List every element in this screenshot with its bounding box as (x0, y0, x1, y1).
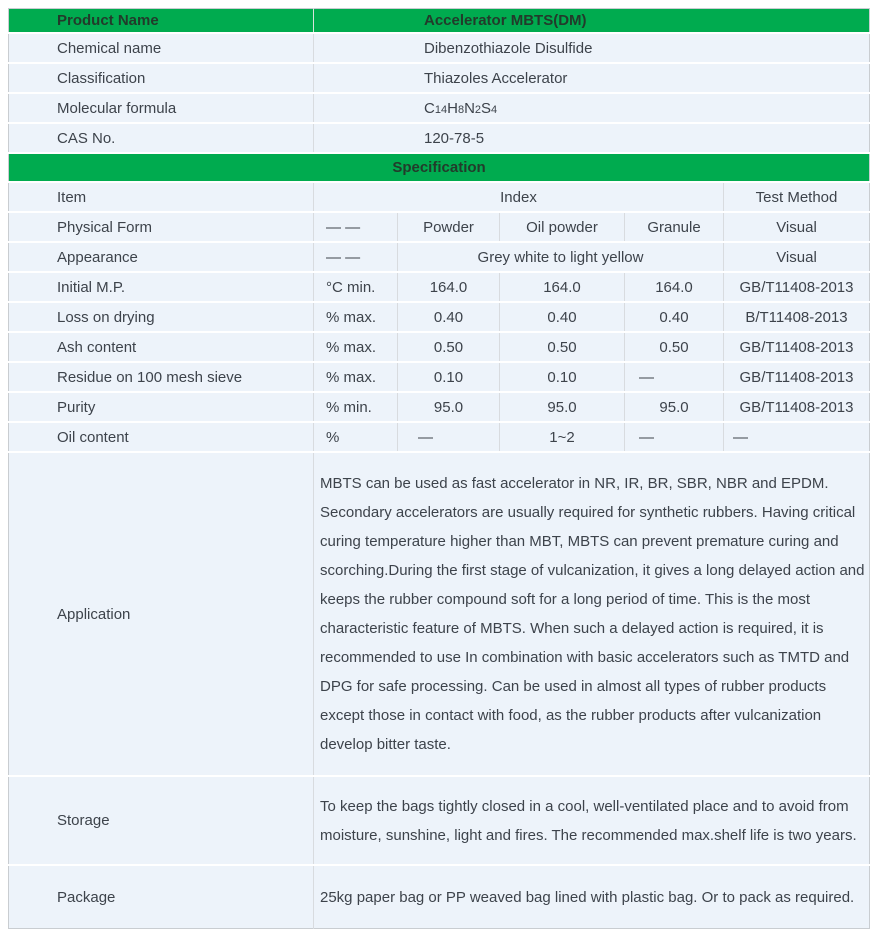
formula-subscript: 8 (457, 103, 465, 116)
product-name-label: Product Name (8, 8, 314, 34)
residue-granule: — (624, 362, 724, 393)
formula-part: H (447, 99, 458, 117)
residue-test: GB/T11408-2013 (723, 362, 870, 393)
classification-value: Thiazoles Accelerator (313, 63, 870, 94)
appearance-row: Appearance — — Grey white to light yello… (8, 242, 870, 273)
product-name-value: Accelerator MBTS(DM) (313, 8, 870, 34)
initial-mp-label: Initial M.P. (8, 272, 314, 303)
classification-row: Classification Thiazoles Accelerator (8, 63, 870, 94)
residue-powder: 0.10 (397, 362, 500, 393)
purity-row: Purity % min. 95.0 95.0 95.0 GB/T11408-2… (8, 392, 870, 423)
residue-oil-powder: 0.10 (499, 362, 625, 393)
purity-granule: 95.0 (624, 392, 724, 423)
appearance-label: Appearance (8, 242, 314, 273)
oil-content-label: Oil content (8, 422, 314, 453)
oil-content-oil-powder: 1~2 (499, 422, 625, 453)
spec-header-index: Index (313, 182, 724, 213)
molecular-formula-value: C14H8N2S4 (313, 93, 870, 124)
package-row: Package 25kg paper bag or PP weaved bag … (8, 865, 870, 929)
ash-content-granule: 0.50 (624, 332, 724, 363)
oil-content-granule: — (624, 422, 724, 453)
loss-on-drying-label: Loss on drying (8, 302, 314, 333)
cas-no-value: 120-78-5 (313, 123, 870, 154)
physical-form-granule: Granule (624, 212, 724, 243)
formula-subscript: 4 (491, 103, 498, 116)
physical-form-test: Visual (723, 212, 870, 243)
purity-powder: 95.0 (397, 392, 500, 423)
application-label: Application (8, 452, 314, 777)
storage-text: To keep the bags tightly closed in a coo… (313, 776, 870, 866)
spec-header-test-method: Test Method (723, 182, 870, 213)
formula-subscript: 14 (434, 103, 448, 116)
physical-form-oil-powder: Oil powder (499, 212, 625, 243)
ash-content-label: Ash content (8, 332, 314, 363)
loss-on-drying-row: Loss on drying % max. 0.40 0.40 0.40 B/T… (8, 302, 870, 333)
package-label: Package (8, 865, 314, 929)
cas-no-label: CAS No. (8, 123, 314, 154)
physical-form-row: Physical Form — — Powder Oil powder Gran… (8, 212, 870, 243)
specification-title: Specification (8, 153, 870, 183)
formula-part: C (424, 99, 435, 117)
appearance-test: Visual (723, 242, 870, 273)
classification-label: Classification (8, 63, 314, 94)
storage-label: Storage (8, 776, 314, 866)
chemical-name-label: Chemical name (8, 33, 314, 64)
storage-row: Storage To keep the bags tightly closed … (8, 776, 870, 866)
residue-unit: % max. (313, 362, 398, 393)
initial-mp-unit: °C min. (313, 272, 398, 303)
application-row: Application MBTS can be used as fast acc… (8, 452, 870, 777)
formula-part: S (481, 99, 492, 117)
molecular-formula-row: Molecular formula C14H8N2S4 (8, 93, 870, 124)
application-text: MBTS can be used as fast accelerator in … (313, 452, 870, 777)
appearance-value: Grey white to light yellow (397, 242, 724, 273)
initial-mp-oil-powder: 164.0 (499, 272, 625, 303)
initial-mp-test: GB/T11408-2013 (723, 272, 870, 303)
loss-on-drying-unit: % max. (313, 302, 398, 333)
physical-form-label: Physical Form (8, 212, 314, 243)
purity-unit: % min. (313, 392, 398, 423)
formula-subscript: 2 (474, 103, 482, 116)
initial-mp-powder: 164.0 (397, 272, 500, 303)
cas-no-row: CAS No. 120-78-5 (8, 123, 870, 154)
oil-content-test: — (723, 422, 870, 453)
ash-content-unit: % max. (313, 332, 398, 363)
physical-form-unit: — — (313, 212, 398, 243)
spec-header-row: Item Index Test Method (8, 182, 870, 213)
molecular-formula-label: Molecular formula (8, 93, 314, 124)
physical-form-powder: Powder (397, 212, 500, 243)
oil-content-powder: — (397, 422, 500, 453)
purity-test: GB/T11408-2013 (723, 392, 870, 423)
specification-title-row: Specification (8, 153, 870, 183)
loss-on-drying-powder: 0.40 (397, 302, 500, 333)
spec-header-item: Item (8, 182, 314, 213)
loss-on-drying-oil-powder: 0.40 (499, 302, 625, 333)
ash-content-oil-powder: 0.50 (499, 332, 625, 363)
package-text: 25kg paper bag or PP weaved bag lined wi… (313, 865, 870, 929)
purity-oil-powder: 95.0 (499, 392, 625, 423)
purity-label: Purity (8, 392, 314, 423)
residue-row: Residue on 100 mesh sieve % max. 0.10 0.… (8, 362, 870, 393)
initial-mp-granule: 164.0 (624, 272, 724, 303)
loss-on-drying-test: B/T11408-2013 (723, 302, 870, 333)
ash-content-test: GB/T11408-2013 (723, 332, 870, 363)
ash-content-row: Ash content % max. 0.50 0.50 0.50 GB/T11… (8, 332, 870, 363)
product-spec-table: Product Name Accelerator MBTS(DM) Chemic… (8, 8, 871, 929)
product-name-row: Product Name Accelerator MBTS(DM) (8, 8, 870, 34)
appearance-unit: — — (313, 242, 398, 273)
residue-label: Residue on 100 mesh sieve (8, 362, 314, 393)
loss-on-drying-granule: 0.40 (624, 302, 724, 333)
formula-part: N (464, 99, 475, 117)
oil-content-row: Oil content % — 1~2 — — (8, 422, 870, 453)
chemical-name-row: Chemical name Dibenzothiazole Disulfide (8, 33, 870, 64)
initial-mp-row: Initial M.P. °C min. 164.0 164.0 164.0 G… (8, 272, 870, 303)
chemical-name-value: Dibenzothiazole Disulfide (313, 33, 870, 64)
oil-content-unit: % (313, 422, 398, 453)
ash-content-powder: 0.50 (397, 332, 500, 363)
